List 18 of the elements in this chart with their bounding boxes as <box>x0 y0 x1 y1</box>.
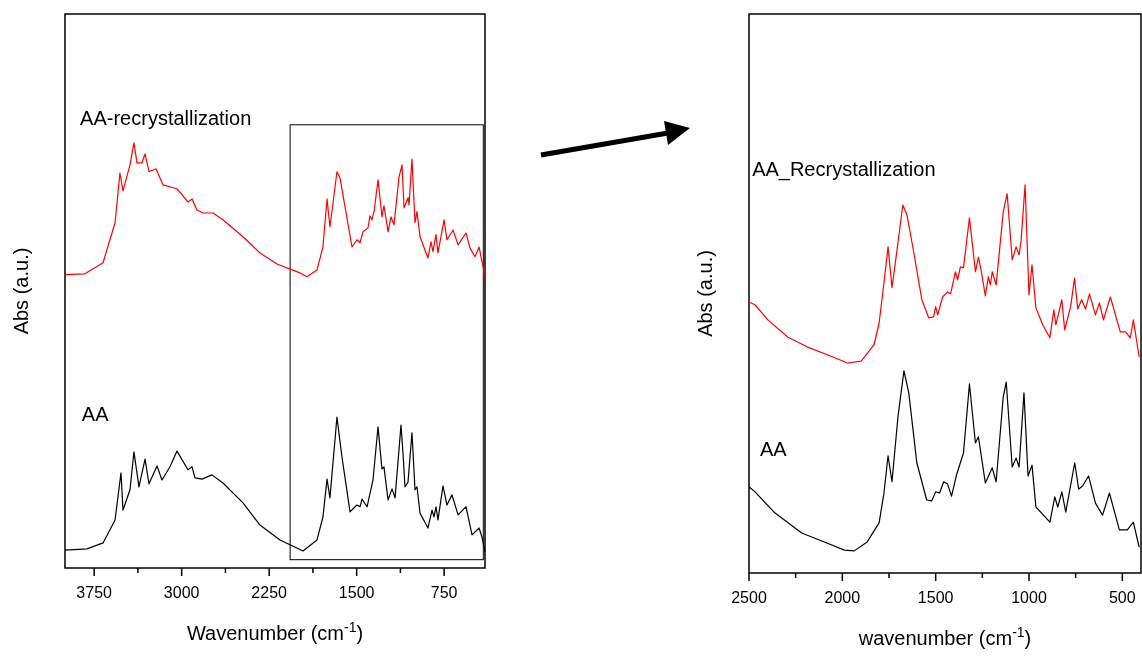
x-tick-label: 1000 <box>1011 589 1047 606</box>
x-tick-label: 750 <box>430 584 458 601</box>
x-tick-label: 2500 <box>731 589 767 606</box>
text: AA_Recrystallization <box>752 158 936 182</box>
x-tick-label: 500 <box>1108 589 1136 606</box>
y-axis-title: Abs (a.u.) <box>10 247 32 335</box>
x-axis-title: wavenumber (cm$^{-1}$) <box>857 624 1032 649</box>
series-label: AA <box>81 403 110 426</box>
y-axis-title: Abs (a.u.) <box>694 250 716 337</box>
x-axis-title: Wavenumber (cm$^{-1}$) <box>186 619 364 644</box>
x-tick-label: 2000 <box>824 589 861 606</box>
text: AA-recrystallization <box>80 106 252 129</box>
x-tick-label: 1500 <box>917 589 954 606</box>
x-tick-label: 2250 <box>251 584 288 601</box>
x-tick-label: 3000 <box>163 584 200 601</box>
x-tick-label: 1500 <box>338 584 375 601</box>
x-tick-label: 3750 <box>76 584 113 601</box>
series-label: AA <box>759 437 788 460</box>
